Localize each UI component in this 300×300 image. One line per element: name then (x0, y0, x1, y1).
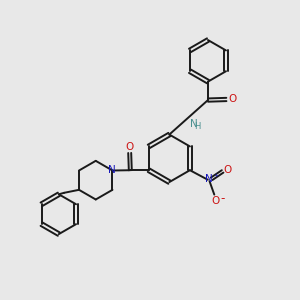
Text: +: + (213, 173, 218, 178)
Text: O: O (224, 165, 232, 175)
Text: N: N (108, 165, 116, 175)
Text: O: O (228, 94, 236, 104)
Text: N: N (190, 118, 198, 128)
Text: O: O (125, 142, 134, 152)
Text: N: N (205, 174, 213, 184)
Text: -: - (220, 192, 225, 205)
Text: O: O (212, 196, 220, 206)
Text: H: H (194, 122, 200, 131)
